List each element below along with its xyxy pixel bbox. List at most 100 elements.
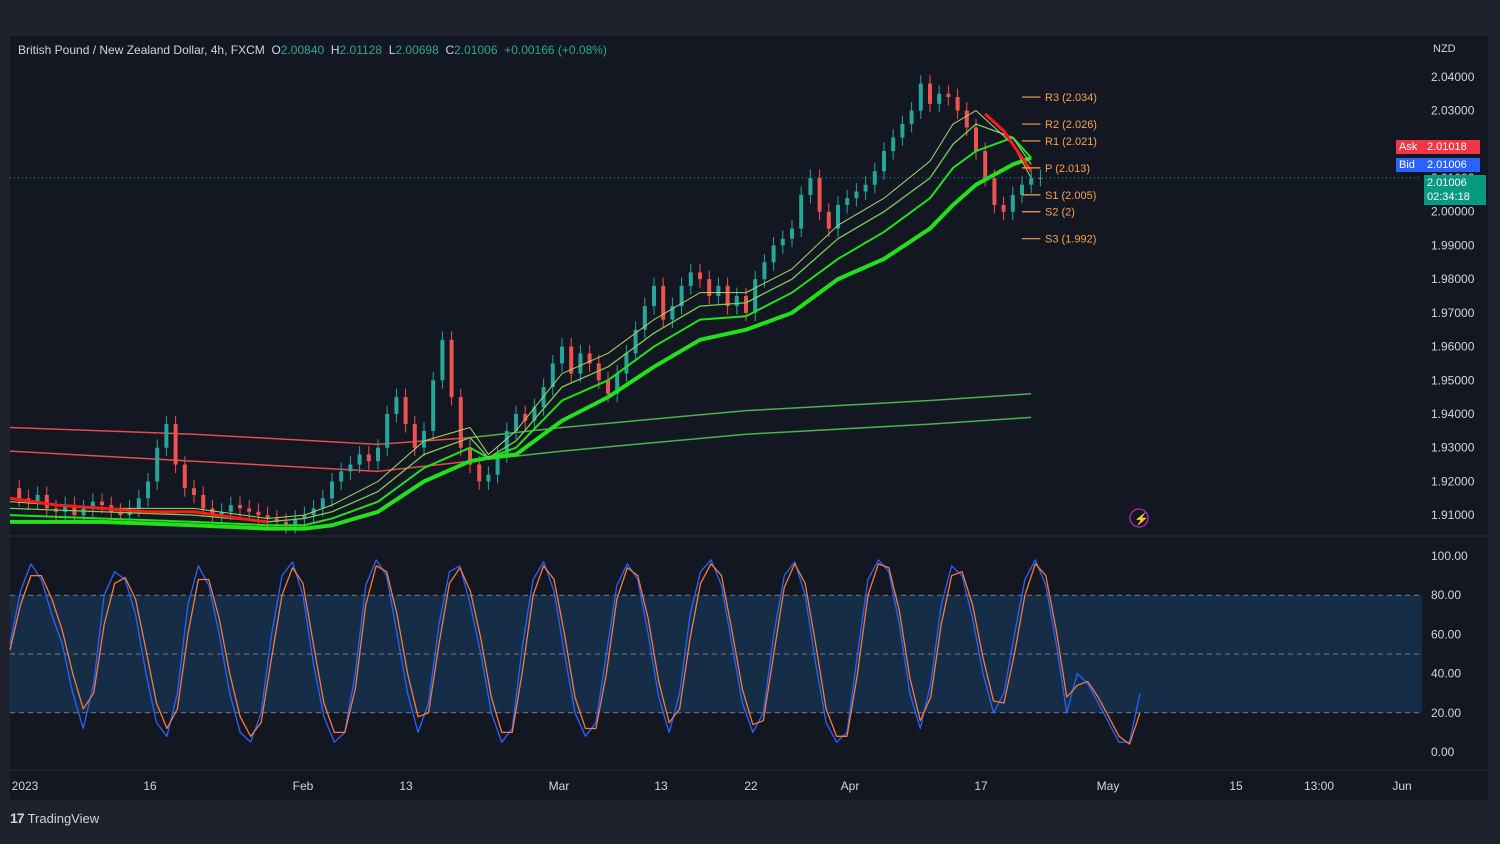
symbol-title: British Pound / New Zealand Dollar, 4h, … [18, 43, 265, 57]
price-tick-label: 1.95000 [1431, 373, 1475, 387]
time-tick-label: 13 [399, 779, 413, 793]
candle-body [964, 110, 969, 128]
candle-body [192, 488, 196, 495]
high-label: H [330, 43, 340, 57]
time-tick-label: Mar [549, 779, 570, 793]
pivot-label: S2 (2) [1045, 207, 1075, 219]
ema-slow-line [9, 136, 1032, 527]
osc-tick-label: 0.00 [1431, 745, 1455, 759]
candle-body [366, 454, 371, 462]
candle-body [182, 464, 187, 489]
candle-body [348, 464, 353, 472]
candle-body [118, 511, 123, 516]
candle-body [928, 83, 932, 104]
candle-body [771, 245, 776, 263]
candle-body [679, 285, 684, 307]
candle-body [238, 505, 242, 509]
time-tick-label: 2023 [12, 779, 39, 793]
price-tick-label: 1.92000 [1431, 474, 1475, 488]
pivot-label: R1 (2.021) [1045, 136, 1097, 148]
candle-body [136, 498, 141, 509]
candle-body [201, 494, 206, 509]
osc-tick-label: 40.00 [1431, 667, 1461, 681]
candle-body [219, 511, 224, 516]
bar-countdown: 02:34:18 [1427, 191, 1470, 203]
candle-body [523, 414, 528, 421]
long-ma-2-green [469, 416, 1032, 462]
candle-body [504, 430, 509, 455]
ema-fast-line [9, 110, 1032, 520]
candle-body [403, 397, 408, 425]
candle-body [587, 353, 592, 364]
candle-body [615, 373, 620, 394]
last-price: 2.01006 [1427, 177, 1467, 189]
time-tick-label: 16 [143, 779, 157, 793]
candle-body [974, 127, 978, 152]
price-tick-label: 2.00000 [1431, 205, 1475, 219]
candle-body [210, 508, 215, 516]
candle-body [385, 414, 390, 448]
time-tick-label: 13 [654, 779, 668, 793]
alert-lightning-icon [1129, 508, 1149, 528]
pivot-label: R2 (2.026) [1045, 119, 1097, 131]
candle-body [90, 501, 95, 509]
osc-tick-label: 80.00 [1431, 588, 1461, 602]
candle-body [900, 124, 905, 138]
candle-body [799, 194, 804, 229]
candle-body [560, 346, 564, 364]
time-tick-label: 22 [744, 779, 758, 793]
open-label: O [271, 43, 281, 57]
ema-late-red [984, 112, 1033, 173]
candle-body [918, 83, 923, 111]
candle-body [274, 518, 279, 522]
candle-body [1029, 178, 1034, 185]
candle-body [422, 430, 426, 448]
time-tick-label: 13:00 [1304, 779, 1334, 793]
candle-body [1020, 184, 1024, 195]
candle-body [394, 397, 399, 414]
time-tick-label: Apr [841, 779, 860, 793]
candle-body [688, 272, 693, 286]
candle-body [412, 424, 417, 448]
long-ma-1-red [9, 426, 471, 446]
price-tick-label: 1.98000 [1431, 272, 1475, 286]
candle-body [458, 397, 463, 448]
time-tick-label: 15 [1229, 779, 1243, 793]
chart-legend-header: British Pound / New Zealand Dollar, 4h, … [18, 43, 607, 57]
pivot-label: S3 (1.992) [1045, 234, 1096, 246]
candle-body [486, 474, 491, 482]
price-tick-label: 2.04000 [1431, 70, 1475, 84]
candle-body [1038, 178, 1043, 179]
long-ma-2-red [9, 450, 471, 473]
candle-body [596, 363, 601, 381]
candle-body [44, 494, 49, 509]
candle-body [514, 414, 518, 431]
candle-body [155, 447, 160, 482]
candle-body [836, 204, 840, 229]
stoch-k-line [9, 559, 1141, 743]
candle-body [845, 198, 850, 205]
candle-body [1001, 204, 1006, 212]
candle-body [339, 471, 344, 482]
candle-body [330, 481, 334, 499]
candle-body [550, 363, 555, 388]
brand-name: TradingView [27, 810, 100, 826]
ema-early-red [9, 496, 268, 524]
price-tick-label: 1.96000 [1431, 340, 1475, 354]
candle-body [624, 353, 629, 374]
candle-body [652, 285, 656, 307]
candle-body [707, 279, 712, 296]
candle-body [753, 279, 758, 313]
candle-body [173, 424, 178, 465]
candle-body [320, 498, 325, 509]
candle-body [440, 339, 445, 381]
candle-body [891, 137, 896, 152]
price-tick-label: 1.99000 [1431, 238, 1475, 252]
candle-body [293, 518, 298, 526]
candle-body [698, 272, 702, 280]
candle-body [284, 521, 288, 526]
low-label: L [388, 43, 396, 57]
candle-body [661, 285, 666, 320]
candle-body [734, 296, 739, 307]
